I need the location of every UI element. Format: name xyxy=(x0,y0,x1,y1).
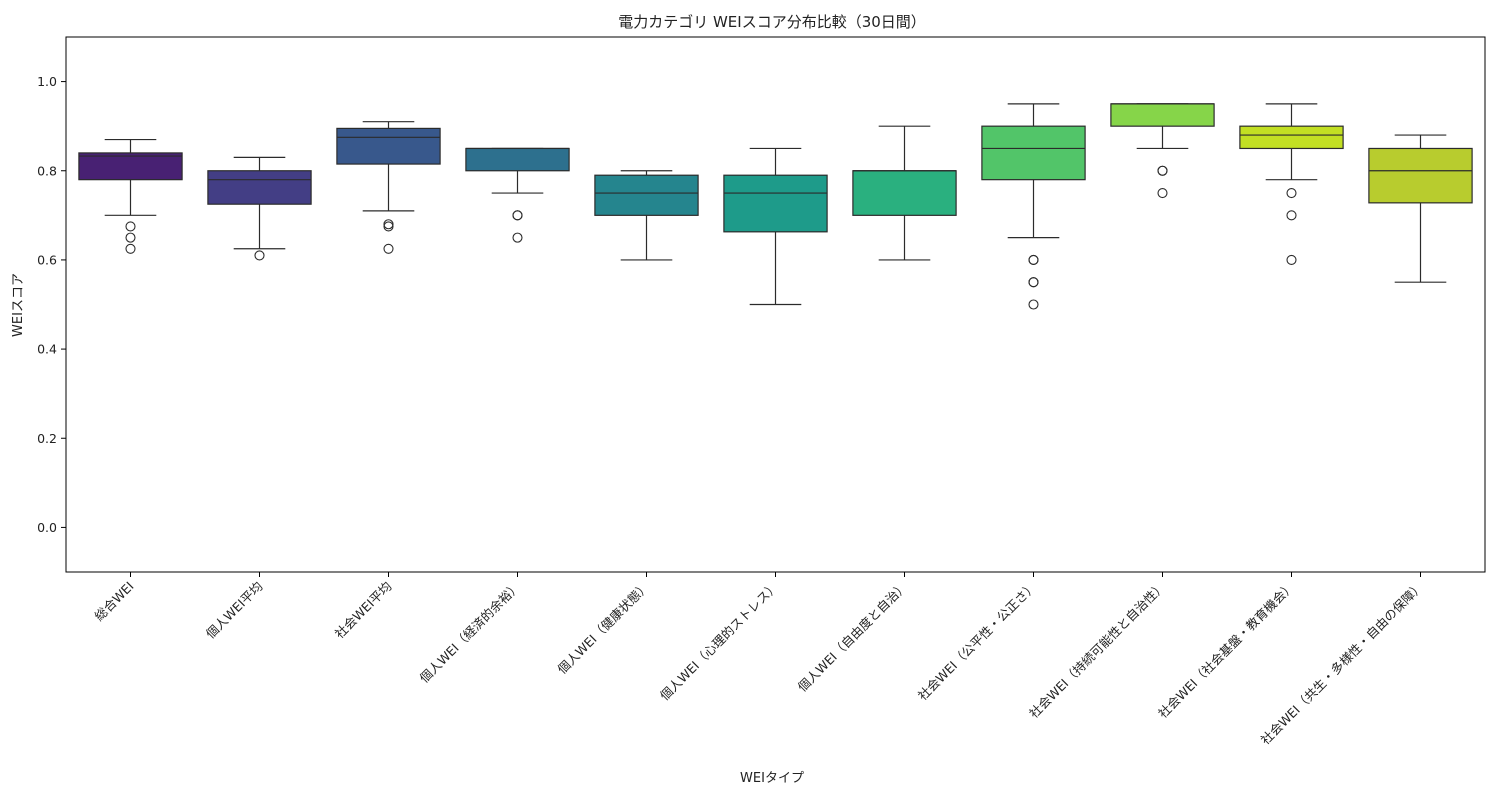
box-group xyxy=(723,147,828,306)
box-iqr xyxy=(981,125,1086,181)
x-tick-label: 社会WEI平均 xyxy=(332,579,395,642)
box-iqr xyxy=(78,152,183,181)
box-group xyxy=(594,170,699,261)
outlier-point xyxy=(1028,254,1039,265)
box-group xyxy=(981,103,1086,310)
box-group xyxy=(1239,103,1344,265)
box-iqr xyxy=(594,174,699,216)
outlier-point xyxy=(125,232,136,243)
outlier-point xyxy=(1028,277,1039,288)
box-group xyxy=(852,125,957,261)
box-iqr xyxy=(1368,147,1473,204)
box-group xyxy=(1368,134,1473,283)
y-axis-label: WEIスコア xyxy=(11,273,26,337)
chart-title: 電力カテゴリ WEIスコア分布比較（30日間） xyxy=(618,13,926,31)
outlier-point xyxy=(512,232,523,243)
x-tick-label: 社会WEI（公平性・公正さ） xyxy=(915,579,1040,704)
y-tick-label: 0.0 xyxy=(37,520,57,535)
x-tick-label: 個人WEI（心理的ストレス） xyxy=(657,579,782,704)
box-iqr xyxy=(336,127,441,165)
x-tick-label: 個人WEI平均 xyxy=(203,579,266,642)
outlier-point xyxy=(512,210,523,221)
outlier-point xyxy=(125,221,136,232)
outlier-point xyxy=(1286,254,1297,265)
y-tick-label: 0.6 xyxy=(37,252,57,267)
x-axis-label: WEIタイプ xyxy=(740,771,804,786)
box-iqr xyxy=(207,170,312,205)
outlier-point xyxy=(1286,187,1297,199)
outlier-point xyxy=(1028,299,1039,310)
outlier-point xyxy=(1286,210,1297,221)
x-tick-label: 社会WEI（持続可能性と自治性） xyxy=(1026,579,1168,721)
outlier-point xyxy=(254,250,265,261)
outlier-point xyxy=(1157,187,1168,199)
x-tick-label: 個人WEI（健康状態） xyxy=(554,579,652,677)
outlier-point xyxy=(383,243,394,254)
outlier-point xyxy=(383,221,394,232)
y-tick-label: 0.4 xyxy=(37,342,57,357)
x-tick-label: 社会WEI（共生・多様性・自由の保障） xyxy=(1258,579,1427,748)
x-tick-label: 総合WEI xyxy=(91,579,136,624)
box-group xyxy=(336,121,441,254)
box-group xyxy=(465,147,570,243)
box-iqr xyxy=(465,147,570,172)
x-tick-label: 個人WEI（経済的余裕） xyxy=(417,579,524,686)
outlier-point xyxy=(383,219,394,230)
y-tick-label: 0.8 xyxy=(37,163,57,178)
box-iqr xyxy=(1239,125,1344,150)
outlier-point xyxy=(1157,165,1168,176)
box-group xyxy=(207,156,312,261)
box-iqr xyxy=(852,170,957,216)
box-iqr xyxy=(723,174,828,233)
box-iqr xyxy=(1110,103,1215,127)
x-tick-label: 個人WEI（自由度と自治） xyxy=(795,579,911,695)
y-tick-label: 0.2 xyxy=(37,431,57,446)
box-group xyxy=(78,138,183,254)
box-group xyxy=(1110,103,1215,199)
x-tick-label: 社会WEI（社会基盤・教育機会） xyxy=(1155,579,1297,721)
y-tick-label: 1.0 xyxy=(37,74,57,89)
outlier-point xyxy=(125,243,136,254)
